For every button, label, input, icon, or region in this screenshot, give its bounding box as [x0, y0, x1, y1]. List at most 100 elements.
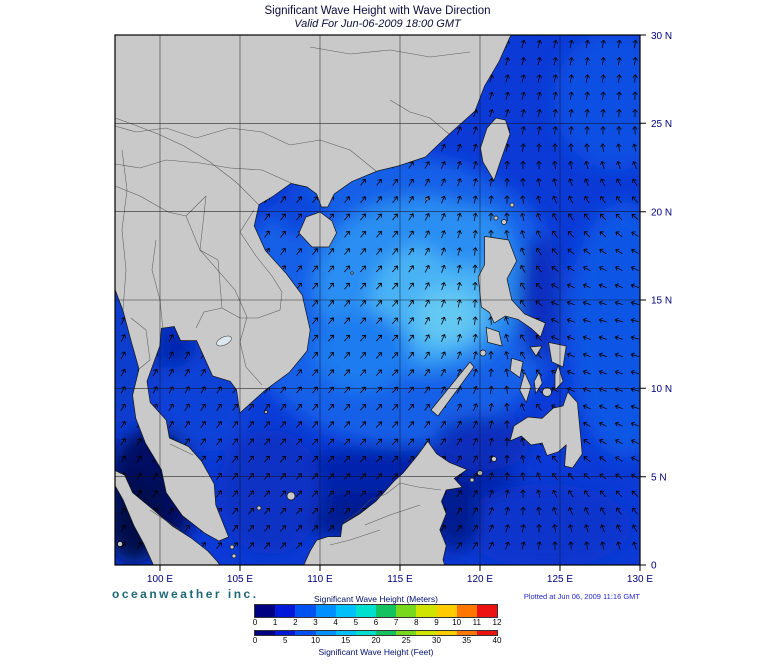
wave-direction-arrow — [631, 456, 639, 462]
wave-direction-arrow — [424, 334, 430, 342]
wave-direction-arrow — [568, 39, 574, 48]
wave-direction-arrow — [630, 369, 639, 375]
border-borneo — [343, 482, 442, 523]
colorbar-cell — [295, 605, 316, 617]
wave-direction-arrow — [424, 369, 430, 377]
wave-direction-arrow — [248, 524, 255, 532]
wave-direction-arrow — [311, 438, 319, 446]
wave-direction-arrow — [472, 178, 478, 187]
wave-direction-arrow — [584, 490, 590, 498]
colorbar-tick-label: 10 — [311, 636, 320, 645]
wave-direction-arrow — [359, 490, 367, 497]
colorbar-tick-label: 9 — [434, 618, 439, 627]
colorbar-tick-label: 35 — [462, 636, 472, 645]
wave-direction-arrow — [344, 386, 351, 394]
lon-label: 110 E — [307, 574, 333, 585]
graticule — [115, 35, 640, 565]
wave-direction-arrow — [599, 248, 607, 255]
wave-direction-arrow — [120, 368, 126, 377]
wave-direction-arrow — [600, 91, 606, 100]
wave-direction-arrow — [375, 421, 383, 428]
wave-direction-arrow — [615, 231, 623, 238]
wave-direction-arrow — [344, 403, 351, 411]
colorbar-tick-label: 6 — [373, 618, 379, 627]
colorbar-cell — [376, 605, 397, 617]
wave-direction-arrow — [328, 351, 334, 359]
wave-direction-arrow — [295, 542, 303, 549]
wave-direction-arrow — [327, 490, 335, 497]
land-con-son — [264, 410, 268, 414]
wave-direction-arrow — [120, 334, 126, 342]
wave-direction-arrow — [120, 351, 126, 360]
wave-direction-arrow — [598, 352, 607, 358]
wave-direction-arrow — [568, 507, 573, 515]
land-sumatra — [115, 470, 221, 565]
wave-direction-arrow — [441, 195, 446, 204]
wave-direction-arrow — [631, 490, 639, 497]
wave-direction-arrow — [280, 438, 287, 446]
wave-direction-arrow — [296, 196, 302, 204]
land-riau — [229, 544, 235, 550]
lake-tonle-sap — [216, 335, 232, 347]
wave-direction-arrow — [551, 248, 559, 255]
wave-direction-arrow — [615, 421, 623, 427]
wave-direction-arrow — [248, 490, 255, 498]
wave-direction-arrow — [375, 352, 383, 359]
wave-direction-arrow — [296, 265, 302, 273]
wave-direction-arrow — [456, 230, 462, 239]
wave-direction-arrow — [408, 196, 414, 204]
wave-direction-arrow — [359, 421, 367, 428]
lat-label: 25 N — [651, 119, 672, 130]
wave-direction-arrow — [328, 300, 334, 307]
wave-direction-arrow — [440, 351, 446, 360]
wave-direction-arrow — [248, 542, 255, 549]
wave-direction-arrow — [615, 456, 623, 462]
wave-direction-arrow — [632, 74, 638, 83]
lon-label: 115 E — [387, 574, 413, 585]
wave-direction-arrow — [376, 334, 383, 342]
wave-direction-arrow — [632, 91, 638, 100]
land-mindanao — [509, 391, 583, 469]
wave-direction-arrow — [264, 230, 270, 238]
wave-direction-arrow — [456, 264, 462, 273]
wave-direction-arrow — [599, 231, 607, 238]
wave-direction-arrow — [582, 317, 591, 323]
wave-direction-arrow — [630, 317, 639, 323]
wave-direction-arrow — [295, 455, 303, 463]
wave-direction-arrow — [600, 57, 606, 66]
lat-label: 20 N — [651, 208, 672, 219]
wave-direction-arrow — [280, 213, 286, 221]
wave-direction-arrow — [583, 456, 591, 463]
wave-direction-arrow — [472, 542, 478, 550]
wave-direction-arrow — [408, 161, 414, 169]
wave-direction-arrow — [552, 74, 558, 83]
wave-direction-arrow — [488, 403, 494, 412]
wave-direction-arrow — [312, 386, 318, 394]
wave-direction-arrow — [376, 230, 382, 238]
wave-direction-arrow — [616, 143, 622, 152]
colorbar-cell — [416, 605, 437, 617]
wave-direction-arrow — [504, 368, 510, 377]
wave-direction-arrow — [280, 386, 286, 394]
land-luzon — [477, 235, 546, 338]
wave-direction-arrow — [392, 282, 399, 290]
wave-direction-arrow — [600, 507, 606, 515]
wave-direction-arrow — [488, 541, 494, 550]
wave-direction-arrow — [457, 126, 462, 135]
wave-direction-arrow — [598, 369, 607, 375]
wave-direction-arrow — [504, 316, 510, 325]
wave-direction-arrow — [216, 490, 222, 498]
colorbar-cell — [396, 605, 417, 617]
wave-direction-arrow — [280, 196, 286, 204]
legend-meters-title: Significant Wave Height (Meters) — [314, 594, 438, 604]
wave-direction-arrow — [536, 403, 542, 411]
plotted-timestamp: Plotted at Jun 06, 2009 11:16 GMT — [523, 592, 640, 601]
wave-direction-arrow — [376, 317, 383, 325]
wave-direction-arrow — [631, 248, 639, 254]
wave-direction-arrow — [216, 438, 222, 446]
wave-direction-arrow — [343, 438, 351, 446]
wave-direction-arrow — [456, 178, 462, 187]
wave-direction-arrow — [632, 143, 638, 152]
wave-direction-arrow — [598, 335, 607, 341]
